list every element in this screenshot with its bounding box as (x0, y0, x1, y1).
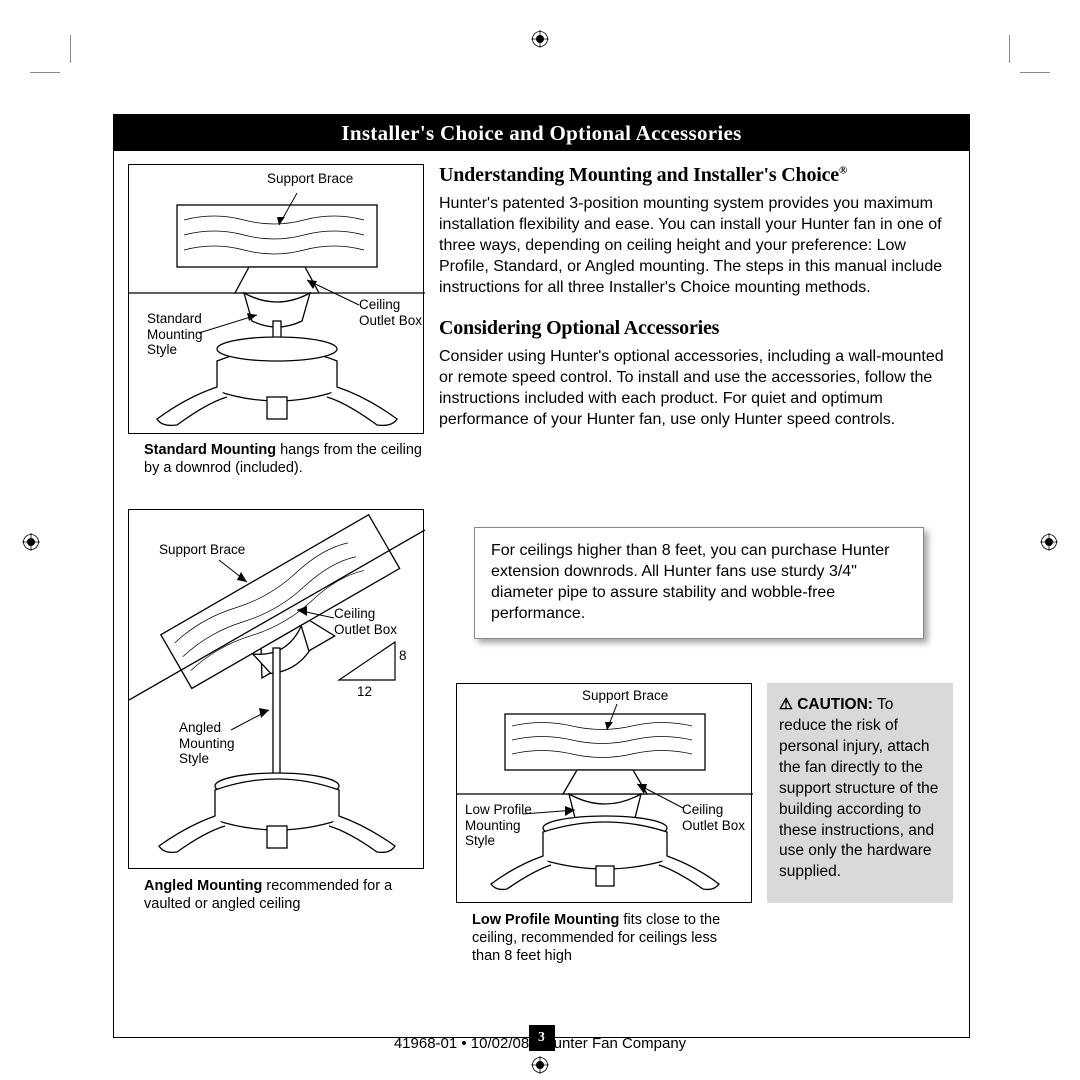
label-ceiling-outlet: Ceiling Outlet Box (359, 297, 422, 328)
page-box: Installer's Choice and Optional Accessor… (113, 114, 970, 1038)
body-accessories: Consider using Hunter's optional accesso… (439, 346, 954, 430)
caption-angled: Angled Mounting recommended for a vaulte… (144, 877, 424, 913)
label-support-brace: Support Brace (267, 171, 353, 187)
tip-box: For ceilings higher than 8 feet, you can… (474, 527, 924, 639)
figure-lowprofile-mounting: Support Brace Ceiling Outlet Box Low Pro… (456, 683, 752, 903)
lowprofile-mounting-diagram (457, 684, 753, 904)
page-title: Installer's Choice and Optional Accessor… (114, 115, 969, 151)
label-support-brace: Support Brace (159, 542, 245, 558)
heading-mounting: Understanding Mounting and Installer's C… (439, 164, 954, 187)
angled-mounting-diagram (129, 510, 425, 870)
label-ceiling-outlet: Ceiling Outlet Box (334, 606, 397, 637)
caption-standard: Standard Mounting hangs from the ceiling… (144, 441, 424, 477)
caption-lowprofile: Low Profile Mounting fits close to the c… (472, 911, 742, 965)
footer: 41968-01 • 10/02/08 • Hunter Fan Company (394, 1035, 686, 1052)
registration-mark (531, 1056, 549, 1074)
label-support-brace: Support Brace (582, 688, 668, 704)
heading-accessories: Considering Optional Accessories (439, 317, 954, 340)
figure-angled-mounting: Support Brace Ceiling Outlet Box Angled … (128, 509, 424, 869)
label-run: 12 (357, 684, 372, 700)
caution-prefix: ⚠ CAUTION: (779, 696, 873, 713)
text-column: Understanding Mounting and Installer's C… (439, 164, 954, 448)
registration-mark (1040, 533, 1058, 551)
registration-mark (531, 30, 549, 48)
label-mounting-style: Standard Mounting Style (147, 311, 203, 358)
label-mounting-style: Angled Mounting Style (179, 720, 235, 767)
registration-mark (22, 533, 40, 551)
label-mounting-style: Low Profile Mounting Style (465, 802, 532, 849)
label-rise: 8 (399, 648, 407, 664)
figure-standard-mounting: Support Brace Ceiling Outlet Box Standar… (128, 164, 424, 434)
label-ceiling-outlet: Ceiling Outlet Box (682, 802, 745, 833)
caution-box: ⚠ CAUTION: To reduce the risk of persona… (767, 683, 953, 903)
body-mounting: Hunter's patented 3-position mounting sy… (439, 193, 954, 299)
caution-body: To reduce the risk of personal injury, a… (779, 696, 938, 880)
